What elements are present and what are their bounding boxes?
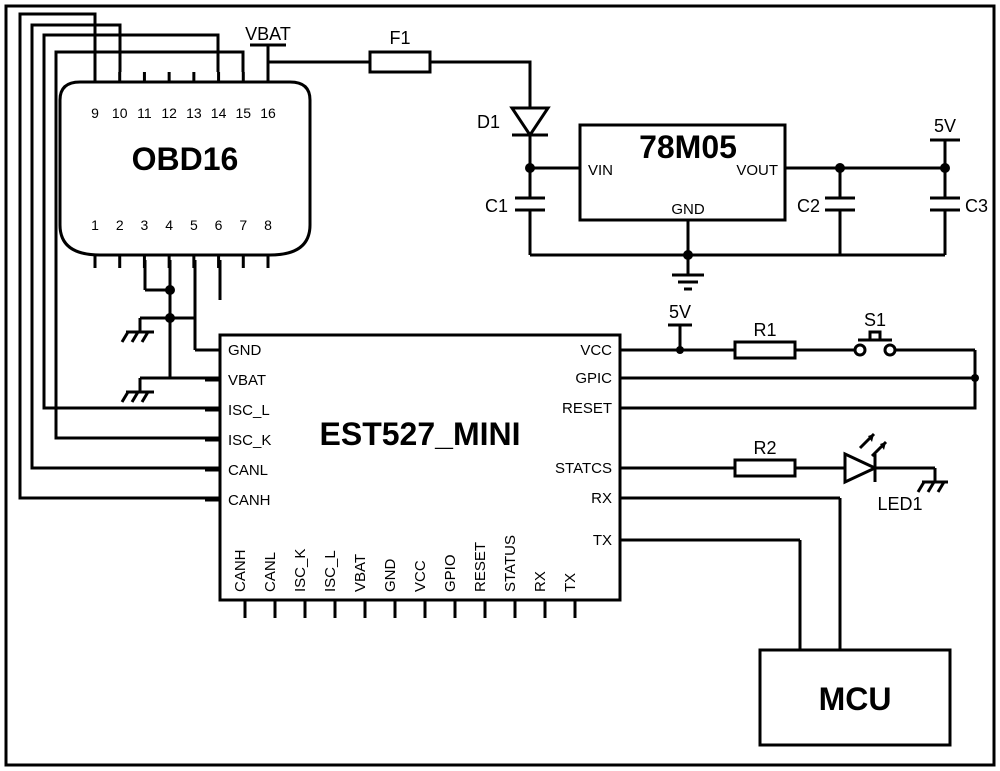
obd-top-pin-16: 16: [260, 105, 276, 121]
s1-label: S1: [864, 310, 886, 330]
5v-mid-label: 5V: [669, 302, 691, 322]
f1-label: F1: [389, 28, 410, 48]
ic-left-GND: GND: [228, 342, 262, 359]
obd-top-pin-9: 9: [91, 105, 99, 121]
5v-top-label: 5V: [934, 116, 956, 136]
vcc-reset-net: 5V R1 S1: [620, 302, 979, 408]
vbat-label: VBAT: [245, 24, 291, 44]
ic-bot-GPIO: GPIO: [442, 554, 459, 592]
vreg-vin: VIN: [588, 162, 613, 179]
ic-right-STATCS: STATCS: [555, 460, 612, 477]
ic-bot-TX: TX: [562, 573, 579, 592]
ic-bot-ISC_L: ISC_L: [322, 550, 339, 592]
ic-left-CANL: CANL: [228, 462, 268, 479]
cap-c3: C3: [930, 168, 988, 255]
obd-bot-pin-2: 2: [116, 217, 124, 233]
obd16-connector: OBD16 910111213141516 12345678: [60, 72, 310, 268]
led1-label: LED1: [877, 494, 922, 514]
vbat-tag: VBAT: [245, 24, 291, 72]
ic-bot-STATUS: STATUS: [502, 535, 519, 592]
obd-bot-pin-6: 6: [215, 217, 223, 233]
obd-top-pin-10: 10: [112, 105, 128, 121]
r2-label: R2: [753, 438, 776, 458]
ic-bot-RX: RX: [532, 571, 549, 592]
schematic-svg: OBD16 910111213141516 12345678 VBAT F1 D…: [0, 0, 1000, 771]
mcu-title: MCU: [819, 681, 892, 717]
5v-tag-top: 5V: [930, 116, 960, 168]
ic-left-ISC_L: ISC_L: [228, 402, 270, 419]
ic-title: EST527_MINI: [320, 416, 521, 452]
ic-bot-CANL: CANL: [262, 552, 279, 592]
ic-right-VCC: VCC: [580, 342, 612, 359]
ic-right-RESET: RESET: [562, 400, 612, 417]
ic-right-TX: TX: [593, 532, 612, 549]
ic-bot-RESET: RESET: [472, 542, 489, 592]
c3-label: C3: [965, 196, 988, 216]
obd-top-pin-14: 14: [211, 105, 227, 121]
obd-bot-pin-4: 4: [165, 217, 173, 233]
ic-bot-ISC_K: ISC_K: [292, 549, 309, 592]
ic-left-VBAT: VBAT: [228, 372, 266, 389]
ic-right-GPIC: GPIC: [575, 370, 612, 387]
ic-left-ISC_K: ISC_K: [228, 432, 271, 449]
mcu-block: MCU: [760, 650, 950, 745]
r1-label: R1: [753, 320, 776, 340]
ic-left-CANH: CANH: [228, 492, 271, 509]
obd-top-pin-15: 15: [235, 105, 251, 121]
obd16-title: OBD16: [132, 141, 239, 177]
diode-d1: D1: [477, 108, 548, 168]
status-led-net: R2 LED1: [620, 434, 948, 514]
cap-c1: C1: [485, 196, 545, 255]
c2-label: C2: [797, 196, 820, 216]
cap-c2: C2: [797, 168, 855, 255]
obd-top-pin-13: 13: [186, 105, 202, 121]
d1-label: D1: [477, 112, 500, 132]
rx-tx-mcu: [620, 498, 840, 650]
ic-right-RX: RX: [591, 490, 612, 507]
ic-bot-VBAT: VBAT: [352, 554, 369, 592]
vreg-78m05: 78M05 VIN VOUT GND: [580, 125, 785, 255]
ic-bot-VCC: VCC: [412, 560, 429, 592]
vreg-title: 78M05: [639, 129, 737, 165]
obd-bot-pin-1: 1: [91, 217, 99, 233]
ic-bot-CANH: CANH: [232, 549, 249, 592]
wire-f1-d1: [445, 62, 530, 108]
ic-est527: EST527_MINI GND VBAT ISC_L ISC_K CANL CANH VC…: [220, 335, 620, 600]
vreg-gnd: GND: [671, 201, 705, 218]
earth-gnd: [672, 255, 704, 289]
obd-top-pin-12: 12: [161, 105, 177, 121]
obd-bot-pin-8: 8: [264, 217, 272, 233]
obd-bot-pin-3: 3: [141, 217, 149, 233]
fuse-f1: F1: [358, 28, 445, 72]
obd-bot-pin-7: 7: [239, 217, 247, 233]
vreg-vout: VOUT: [736, 162, 778, 179]
obd-bot-pin-5: 5: [190, 217, 198, 233]
c1-label: C1: [485, 196, 508, 216]
obd-top-pin-11: 11: [137, 105, 152, 121]
ic-bot-GND: GND: [382, 559, 399, 593]
